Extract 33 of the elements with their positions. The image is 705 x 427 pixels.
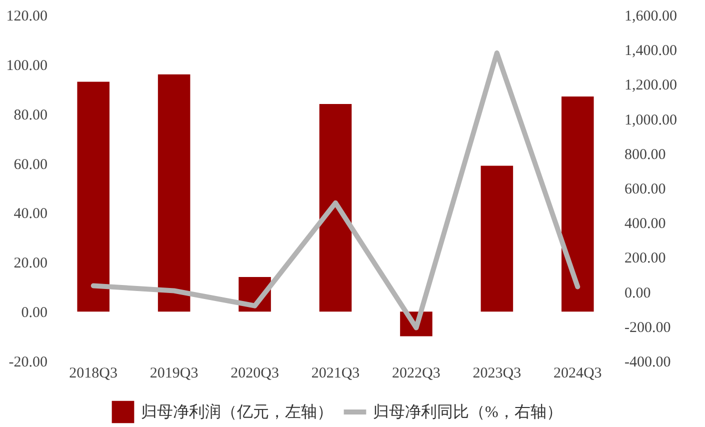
bar [319, 104, 352, 312]
legend-label: 归母净利润（亿元，左轴） [141, 403, 333, 421]
bar [480, 166, 514, 312]
y2-tick-label: -200.00 [624, 320, 671, 336]
y2-tick-label: 800.00 [624, 146, 666, 163]
x-tick-label: 2019Q3 [150, 366, 198, 382]
y2-tick-label: 600.00 [624, 182, 666, 198]
y-tick-label: 20.00 [14, 256, 48, 272]
bar [77, 82, 110, 312]
y-tick-label: 0.00 [21, 305, 48, 322]
y2-tick-label: 200.00 [624, 250, 666, 267]
y2-tick-label: 1,600.00 [624, 8, 677, 24]
y-tick-label: 40.00 [14, 206, 48, 222]
y2-tick-label: 1,000.00 [624, 112, 677, 128]
x-tick-label: 2022Q3 [392, 366, 440, 382]
y2-tick-label: 1,200.00 [624, 78, 677, 94]
y2-tick-label: 1,400.00 [624, 43, 677, 60]
x-tick-label: 2024Q3 [553, 366, 602, 382]
x-tick-label: 2021Q3 [311, 366, 360, 382]
x-tick-label: 2018Q3 [69, 366, 118, 382]
x-tick-label: 2023Q3 [472, 366, 522, 382]
y-tick-label: 60.00 [14, 156, 48, 173]
y-tick-label: 100.00 [6, 58, 48, 74]
x-tick-label: 2020Q3 [230, 366, 279, 382]
y2-tick-label: -400.00 [624, 354, 671, 370]
bar [562, 96, 594, 312]
legend-label: 归母净利同比（%，右轴） [373, 403, 562, 421]
y2-tick-label: 0.00 [624, 285, 651, 302]
y-tick-label: 120.00 [6, 8, 48, 24]
y-tick-label: 80.00 [14, 107, 48, 124]
y2-tick-label: 400.00 [624, 216, 666, 232]
y-tick-label: -20.00 [8, 354, 48, 370]
bar [158, 74, 190, 312]
